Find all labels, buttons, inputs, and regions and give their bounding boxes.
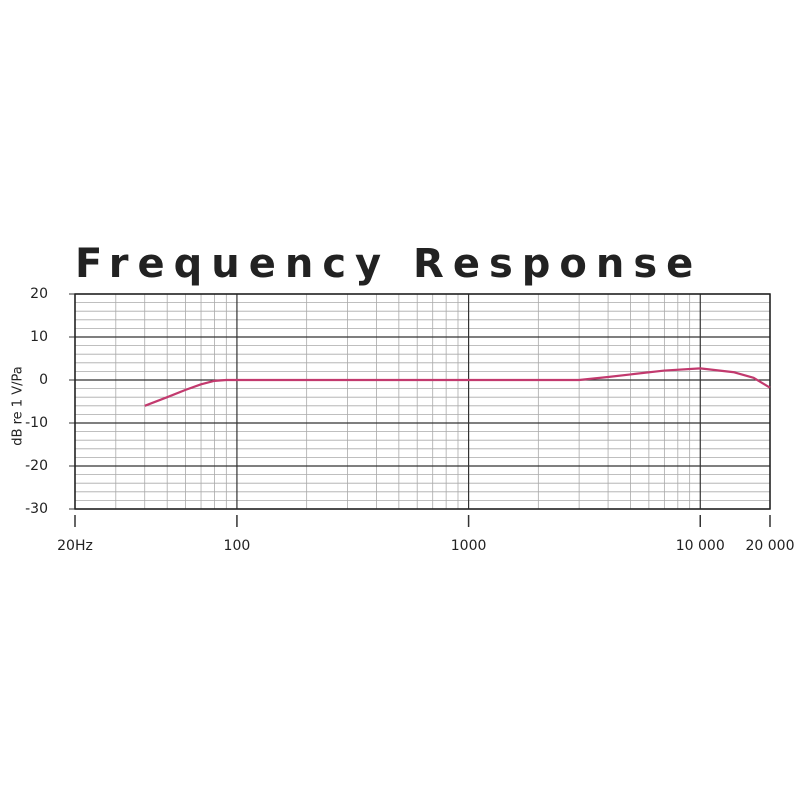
chart-title: Frequency Response <box>75 241 702 287</box>
plot-frame <box>74 293 771 510</box>
y-tick-label: 20 <box>30 286 48 302</box>
x-tick-label: 20 000 <box>746 538 795 554</box>
y-axis-label: dB re 1 V/Pa <box>11 366 26 445</box>
y-tick-label: 0 <box>39 372 48 388</box>
x-tick-label: 10 000 <box>676 538 725 554</box>
y-tick-label: 10 <box>30 329 48 345</box>
response-line <box>144 367 771 407</box>
y-tick-label: -30 <box>25 501 48 517</box>
y-tick-label: -20 <box>25 458 48 474</box>
x-tick-label: 20Hz <box>57 538 93 554</box>
y-tick-label: -10 <box>25 415 48 431</box>
x-tick-label: 100 <box>224 538 251 554</box>
x-tick-label: 1000 <box>451 538 487 554</box>
